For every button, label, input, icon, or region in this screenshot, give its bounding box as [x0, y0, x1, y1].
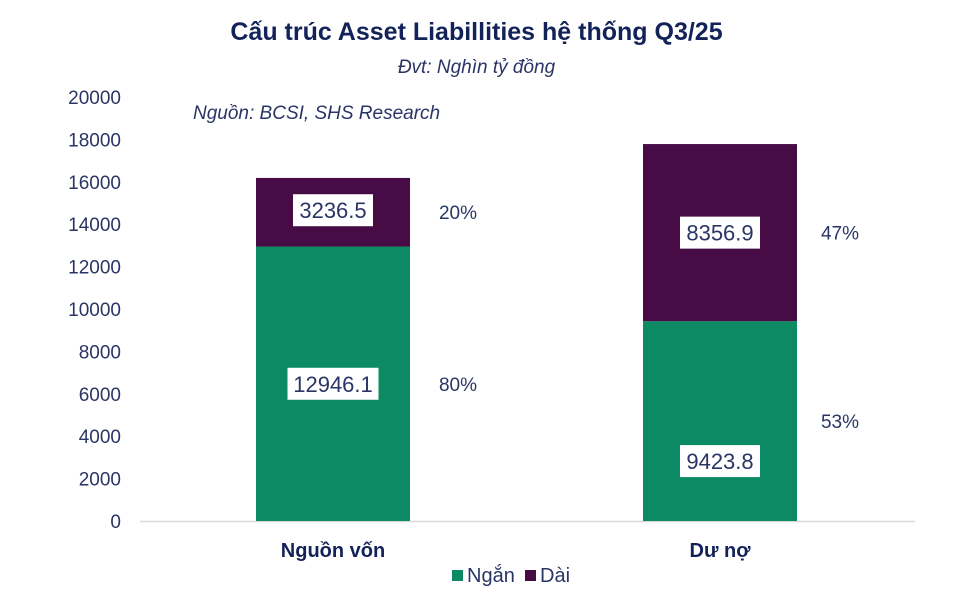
y-tick-label: 14000 — [68, 215, 121, 236]
chart-title: Cấu trúc Asset Liabillities hệ thống Q3/… — [230, 18, 723, 46]
y-tick-label: 4000 — [79, 427, 121, 448]
y-tick-label: 6000 — [79, 385, 121, 406]
share-label: 20% — [439, 203, 477, 224]
y-tick-label: 2000 — [79, 470, 121, 491]
y-tick-label: 0 — [110, 512, 121, 533]
y-tick-label: 10000 — [68, 300, 121, 321]
y-tick-label: 20000 — [68, 88, 121, 109]
chart-subtitle: Đvt: Nghìn tỷ đồng — [397, 57, 556, 78]
legend-label: Ngắn — [467, 564, 515, 587]
data-label: 12946.1 — [293, 372, 373, 397]
legend-swatch-dài — [525, 570, 536, 581]
data-label-box — [287, 367, 379, 400]
data-label-box — [680, 445, 760, 478]
data-label-box — [293, 194, 373, 227]
x-tick-label: Nguồn vốn — [281, 540, 385, 562]
share-label: 53% — [821, 412, 859, 433]
y-tick-label: 12000 — [68, 258, 121, 279]
bar-ngắn-1 — [643, 321, 797, 521]
chart-source: Nguồn: BCSI, SHS Research — [193, 103, 441, 124]
data-label: 3236.5 — [299, 198, 366, 223]
legend-label: Dài — [540, 565, 570, 587]
share-label: 80% — [439, 375, 477, 396]
y-tick-label: 18000 — [68, 130, 121, 151]
share-label: 47% — [821, 224, 859, 245]
y-tick-label: 8000 — [79, 342, 121, 363]
data-label: 9423.8 — [686, 449, 753, 474]
x-tick-label: Dư nợ — [690, 540, 752, 562]
data-label-box — [680, 216, 760, 249]
y-tick-label: 16000 — [68, 173, 121, 194]
data-label: 8356.9 — [686, 221, 753, 246]
legend-swatch-ngắn — [452, 570, 463, 581]
